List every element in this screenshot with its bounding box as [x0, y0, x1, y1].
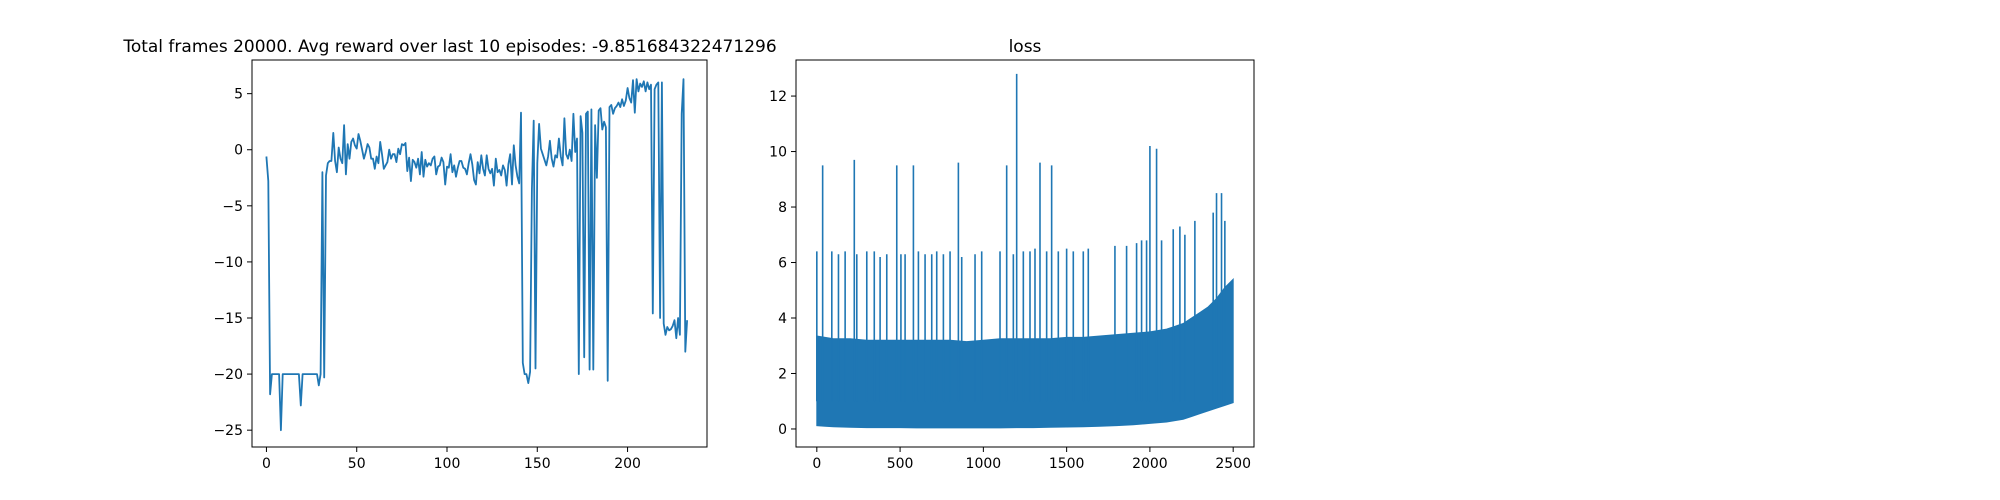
y-tick-label: 8: [778, 200, 787, 216]
x-tick-label: 500: [887, 456, 914, 472]
y-tick-label: −25: [213, 423, 243, 439]
y-tick-label: 2: [778, 366, 787, 382]
y-tick-label: −10: [213, 255, 243, 271]
y-tick-label: −5: [222, 199, 243, 215]
y-tick-label: 6: [778, 256, 787, 272]
plot-frame: [795, 59, 1255, 448]
y-tick-label: 0: [234, 143, 243, 159]
chart-title: loss: [1009, 37, 1042, 57]
x-tick-label: 100: [434, 456, 461, 472]
y-axis: 12 10 8 6 4 2 0: [769, 89, 796, 438]
series-line: [265, 78, 688, 432]
y-tick-label: −20: [213, 367, 243, 383]
x-tick-label: 1000: [966, 456, 1002, 472]
y-tick-label: 0: [778, 422, 787, 438]
x-tick-label: 2000: [1132, 456, 1168, 472]
x-tick-label: 0: [262, 456, 271, 472]
y-tick-label: 10: [769, 145, 787, 161]
x-tick-label: 1500: [1049, 456, 1085, 472]
chart-reward: Total frames 20000. Avg reward over last…: [122, 37, 776, 472]
x-axis: 0 50 100 150 200: [262, 447, 641, 472]
y-tick-label: 4: [778, 311, 787, 327]
loss-band: [816, 277, 1234, 429]
y-axis: 5 0 −5 −10 −15 −20 −25: [213, 87, 252, 439]
x-tick-label: 0: [812, 456, 821, 472]
y-tick-label: 12: [769, 89, 787, 105]
y-tick-label: −15: [213, 311, 243, 327]
loss-series: [816, 73, 1234, 429]
x-tick-label: 200: [614, 456, 641, 472]
chart-loss: loss 0 500 1000 1500 2000 2500 12 10 8 6 4 2 0: [769, 37, 1255, 472]
chart-title: Total frames 20000. Avg reward over last…: [122, 37, 776, 57]
y-tick-label: 5: [234, 87, 243, 103]
reward-series: [265, 78, 688, 432]
x-tick-label: 150: [524, 456, 551, 472]
x-tick-label: 2500: [1215, 456, 1251, 472]
x-axis: 0 500 1000 1500 2000 2500: [812, 447, 1251, 472]
plot-frame: [251, 59, 708, 448]
x-tick-label: 50: [348, 456, 366, 472]
